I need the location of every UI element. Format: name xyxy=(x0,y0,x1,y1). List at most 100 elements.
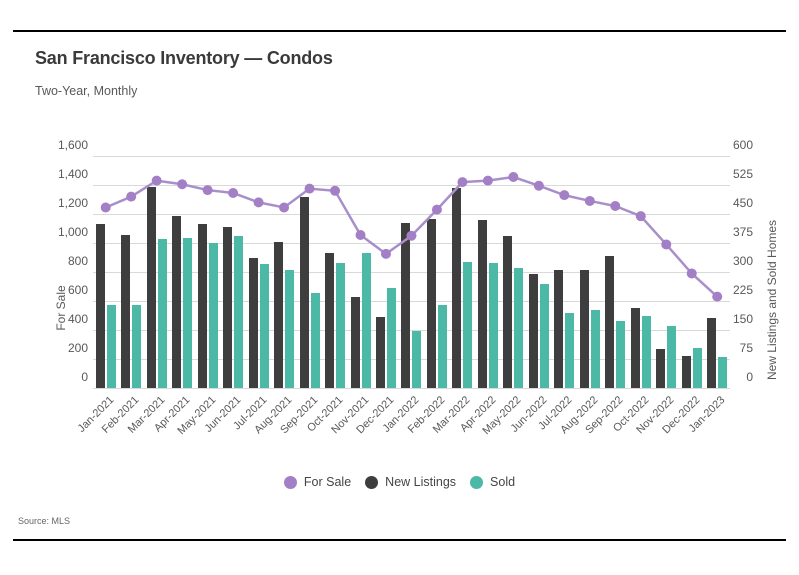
right-axis-tick: 600 xyxy=(732,138,753,152)
bar-sold xyxy=(539,284,549,388)
bar-sold xyxy=(412,330,422,388)
bar-sold xyxy=(285,270,295,388)
bar-sold xyxy=(616,321,626,388)
for-sale-point xyxy=(380,248,391,259)
bar-new-listings xyxy=(503,236,513,388)
left-axis-tick: 600 xyxy=(67,283,88,297)
bar-new-listings xyxy=(605,256,615,388)
gridline xyxy=(93,329,730,331)
for-sale-point xyxy=(482,175,493,186)
for-sale-point xyxy=(610,201,621,212)
bar-new-listings xyxy=(197,223,207,388)
for-sale-line xyxy=(100,172,723,302)
bar-new-listings xyxy=(375,316,385,388)
bar-new-listings xyxy=(477,219,487,388)
new-listings-swatch-icon xyxy=(365,475,379,489)
card-top-rule xyxy=(13,30,786,32)
bar-new-listings xyxy=(656,348,666,388)
bar-new-listings xyxy=(554,270,564,388)
bar-sold xyxy=(488,262,498,388)
gridline xyxy=(93,387,730,389)
left-axis-tick: 1,600 xyxy=(57,138,88,152)
legend-item-sold: Sold xyxy=(470,475,515,489)
for-sale-point xyxy=(279,202,290,213)
bar-new-listings xyxy=(681,355,691,388)
left-axis-tick: 400 xyxy=(67,312,88,326)
bar-sold xyxy=(310,293,320,388)
bar-sold xyxy=(514,267,524,388)
right-axis-tick: 0 xyxy=(746,370,753,384)
for-sale-point xyxy=(355,230,366,241)
left-axis-tick: 1,000 xyxy=(57,225,88,239)
for-sale-point xyxy=(253,197,264,208)
for-sale-point xyxy=(686,268,697,279)
gridline xyxy=(93,242,730,244)
for-sale-point xyxy=(126,191,137,202)
gridline xyxy=(93,358,730,360)
gridline xyxy=(93,155,730,157)
bar-new-listings xyxy=(452,188,462,388)
gridline xyxy=(93,300,730,302)
for-sale-point xyxy=(406,230,417,241)
right-axis-tick: 300 xyxy=(732,254,753,268)
for-sale-point xyxy=(712,291,723,302)
left-axis-tick: 1,400 xyxy=(57,167,88,181)
for-sale-point xyxy=(584,195,595,206)
bar-new-listings xyxy=(299,196,309,388)
for-sale-point xyxy=(228,187,239,198)
bar-sold xyxy=(641,316,651,388)
right-axis-tick: 375 xyxy=(732,225,753,239)
for-sale-point xyxy=(330,185,341,196)
bar-new-listings xyxy=(172,215,182,388)
bar-new-listings xyxy=(223,227,233,388)
legend-item-new-listings: New Listings xyxy=(365,475,456,489)
bar-sold xyxy=(259,264,269,388)
right-axis-tick: 75 xyxy=(739,341,753,355)
legend-item-for-sale: For Sale xyxy=(283,475,352,489)
bar-sold xyxy=(692,348,702,388)
for-sale-point xyxy=(635,211,646,222)
bar-sold xyxy=(336,263,346,388)
for-sale-swatch-icon xyxy=(283,475,297,489)
bar-sold xyxy=(437,305,447,388)
bar-new-listings xyxy=(528,274,538,388)
left-axis-tick: 800 xyxy=(67,254,88,268)
bar-new-listings xyxy=(95,223,105,388)
for-sale-point xyxy=(177,179,188,190)
for-sale-point xyxy=(508,172,519,183)
bar-new-listings xyxy=(630,308,640,388)
bar-sold xyxy=(386,287,396,388)
card-bottom-rule xyxy=(13,539,786,541)
bar-new-listings xyxy=(146,186,156,388)
bar-sold xyxy=(208,243,218,388)
legend-label: For Sale xyxy=(303,475,352,489)
bar-new-listings xyxy=(274,241,284,388)
left-axis-tick: 200 xyxy=(67,341,88,355)
left-axis-tick: 1,200 xyxy=(57,196,88,210)
bar-new-listings xyxy=(248,258,258,388)
bar-new-listings xyxy=(401,222,411,388)
right-axis-tick: 525 xyxy=(732,167,753,181)
bar-sold xyxy=(183,237,193,388)
for-sale-point xyxy=(151,175,162,186)
bar-sold xyxy=(234,236,244,388)
chart-title: San Francisco Inventory — Condos xyxy=(35,48,333,68)
bar-sold xyxy=(590,309,600,388)
chart-legend: For Sale New Listings Sold xyxy=(0,475,799,489)
bar-new-listings xyxy=(579,270,589,388)
for-sale-point xyxy=(559,190,570,201)
bar-new-listings xyxy=(325,253,335,388)
right-axis-tick: 150 xyxy=(732,312,753,326)
bar-sold xyxy=(667,326,677,388)
bar-new-listings xyxy=(707,317,717,388)
gridline xyxy=(93,271,730,273)
bar-sold xyxy=(463,261,473,388)
for-sale-point xyxy=(661,239,672,250)
bar-new-listings xyxy=(350,296,360,388)
right-axis-title: New Listings and Sold Homes xyxy=(765,219,779,381)
gridline xyxy=(93,184,730,186)
legend-label: Sold xyxy=(490,475,516,489)
bar-new-listings xyxy=(121,235,131,388)
right-axis-tick: 225 xyxy=(732,283,753,297)
